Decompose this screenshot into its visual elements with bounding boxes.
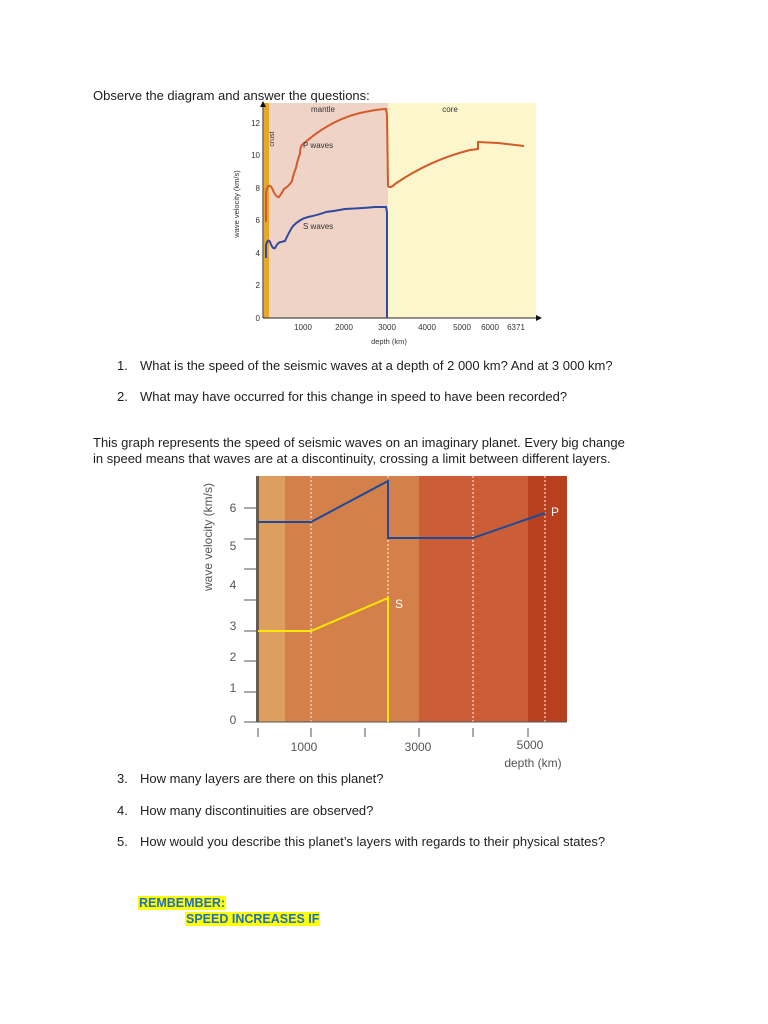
- layer-band-2: [285, 476, 419, 722]
- p-waves-line: [265, 107, 525, 222]
- svg-text:12: 12: [251, 119, 260, 128]
- svg-text:5000: 5000: [517, 738, 544, 752]
- svg-text:6: 6: [256, 216, 261, 225]
- question-text: How many discontinuities are observed?: [140, 803, 374, 818]
- svg-text:8: 8: [256, 184, 261, 193]
- question-2: 2. What may have occurred for this chang…: [117, 389, 697, 405]
- y-ticks: [244, 507, 256, 693]
- s-wave-line: [258, 596, 389, 722]
- core-region: [388, 103, 536, 318]
- svg-text:5000: 5000: [453, 323, 471, 332]
- question-3: 3. How many layers are there on this pla…: [117, 771, 717, 787]
- svg-text:5: 5: [230, 539, 237, 553]
- svg-text:4000: 4000: [418, 323, 436, 332]
- s-waves-line: [265, 206, 388, 318]
- p-waves-label: P waves: [303, 141, 333, 150]
- y-axis-line: [256, 476, 259, 722]
- svg-text:0: 0: [256, 314, 261, 323]
- question-text: What may have occurred for this change i…: [140, 389, 568, 404]
- x-tick-labels: 1000 2000 3000 4000 5000 6000 6371: [294, 323, 525, 332]
- paragraph-line-1: This graph represents the speed of seism…: [93, 435, 625, 450]
- mantle-label: mantle: [311, 105, 336, 114]
- earth-seismic-chart: 0 2 4 6 8 10 12 1000 2000 3000 4000 5000…: [232, 101, 542, 346]
- x-axis-label: depth (km): [371, 337, 407, 346]
- p-wave-line: [258, 479, 546, 539]
- question-number: 2.: [117, 389, 128, 404]
- question-number: 5.: [117, 834, 128, 849]
- mantle-region: [263, 103, 388, 318]
- p-wave-label: P: [551, 505, 559, 519]
- x-tick-labels: 1000 3000 5000: [291, 738, 544, 754]
- paragraph-line-2: in speed means that waves are at a disco…: [93, 451, 611, 466]
- reminder-text: SPEED INCREASES IF: [185, 912, 321, 926]
- reminder-line-1: REMBEMBER:: [138, 895, 227, 911]
- y-axis-arrow-icon: [260, 101, 266, 107]
- question-text: How would you describe this planet’s lay…: [140, 834, 606, 849]
- question-text: How many layers are there on this planet…: [140, 771, 384, 786]
- svg-text:4: 4: [230, 578, 237, 592]
- layer-band-1: [258, 476, 285, 722]
- svg-text:2: 2: [256, 281, 261, 290]
- svg-text:3000: 3000: [405, 740, 432, 754]
- svg-text:6000: 6000: [481, 323, 499, 332]
- planet-seismic-chart: 0 1 2 3 4 5 6 1000 3000 5000 depth (km) …: [201, 476, 567, 770]
- y-axis-label: wave velocity (km/s): [232, 170, 241, 239]
- x-ticks: [257, 728, 529, 737]
- intro-text: Observe the diagram and answer the quest…: [93, 88, 370, 103]
- svg-text:3: 3: [230, 619, 237, 633]
- svg-text:3000: 3000: [378, 323, 396, 332]
- svg-text:1000: 1000: [294, 323, 312, 332]
- reminder-line-2: SPEED INCREASES IF: [185, 911, 321, 927]
- s-wave-label: S: [395, 597, 403, 611]
- layer-band-4: [528, 476, 567, 722]
- svg-text:4: 4: [256, 249, 261, 258]
- y-tick-labels: 0 1 2 3 4 5 6: [230, 501, 237, 727]
- y-tick-labels: 0 2 4 6 8 10 12: [251, 119, 260, 323]
- core-label: core: [442, 105, 458, 114]
- svg-text:2000: 2000: [335, 323, 353, 332]
- y-axis-label: wave velocity (km/s): [201, 483, 215, 592]
- question-4: 4. How many discontinuities are observed…: [117, 803, 717, 819]
- svg-text:10: 10: [251, 151, 260, 160]
- x-axis-label: depth (km): [504, 756, 561, 770]
- crust-label: crust: [269, 131, 276, 146]
- s-waves-label: S waves: [303, 222, 333, 231]
- question-5: 5. How would you describe this planet’s …: [117, 834, 717, 850]
- svg-text:6: 6: [230, 501, 237, 515]
- svg-text:1000: 1000: [291, 740, 318, 754]
- question-number: 3.: [117, 771, 128, 786]
- question-number: 1.: [117, 358, 128, 373]
- svg-text:1: 1: [230, 681, 237, 695]
- question-text: What is the speed of the seismic waves a…: [140, 358, 613, 373]
- svg-text:2: 2: [230, 650, 237, 664]
- reminder-heading: REMBEMBER:: [138, 896, 227, 910]
- question-number: 4.: [117, 803, 128, 818]
- question-1: 1. What is the speed of the seismic wave…: [117, 358, 697, 374]
- svg-text:6371: 6371: [507, 323, 525, 332]
- x-axis-arrow-icon: [536, 315, 542, 321]
- svg-text:0: 0: [230, 713, 237, 727]
